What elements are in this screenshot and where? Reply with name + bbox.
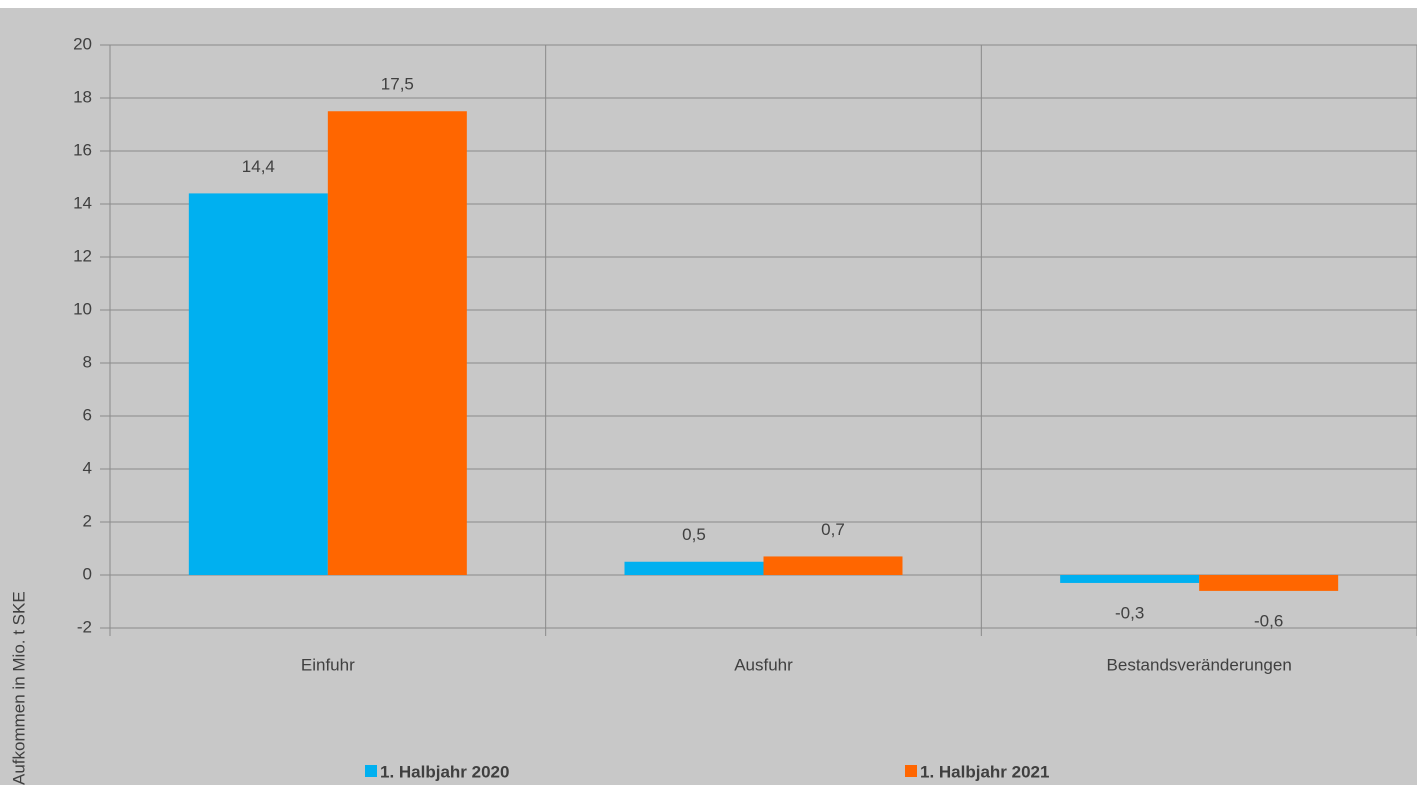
bar	[624, 561, 764, 575]
value-label: 0,7	[821, 520, 845, 539]
value-label: 14,4	[242, 157, 275, 176]
y-tick-label: 20	[73, 34, 92, 53]
y-tick-label: 2	[83, 511, 92, 530]
y-tick-label: -2	[77, 617, 92, 636]
bar	[1060, 575, 1200, 583]
legend-label: 1. Halbjahr 2021	[920, 762, 1049, 781]
top-band	[0, 0, 1417, 8]
bar	[188, 193, 328, 575]
y-tick-label: 4	[83, 458, 92, 477]
bar	[1199, 575, 1339, 591]
legend-label: 1. Halbjahr 2020	[380, 762, 509, 781]
x-tick-label: Einfuhr	[301, 655, 355, 674]
y-tick-label: 16	[73, 140, 92, 159]
value-label: 0,5	[682, 525, 706, 544]
value-label: -0,6	[1254, 611, 1283, 630]
bar	[763, 556, 903, 575]
legend-swatch	[905, 765, 917, 777]
value-label: 17,5	[381, 75, 414, 94]
legend-swatch	[365, 765, 377, 777]
y-tick-label: 8	[83, 352, 92, 371]
bar	[327, 111, 467, 575]
y-tick-label: 6	[83, 405, 92, 424]
y-tick-label: 0	[83, 564, 92, 583]
y-tick-label: 12	[73, 246, 92, 265]
y-axis-label: Aufkommen in Mio. t SKE	[9, 591, 28, 785]
x-tick-label: Bestandsveränderungen	[1107, 655, 1292, 674]
y-tick-label: 14	[73, 193, 92, 212]
value-label: -0,3	[1115, 603, 1144, 622]
y-tick-label: 18	[73, 87, 92, 106]
x-tick-label: Ausfuhr	[734, 655, 793, 674]
y-tick-label: 10	[73, 299, 92, 318]
